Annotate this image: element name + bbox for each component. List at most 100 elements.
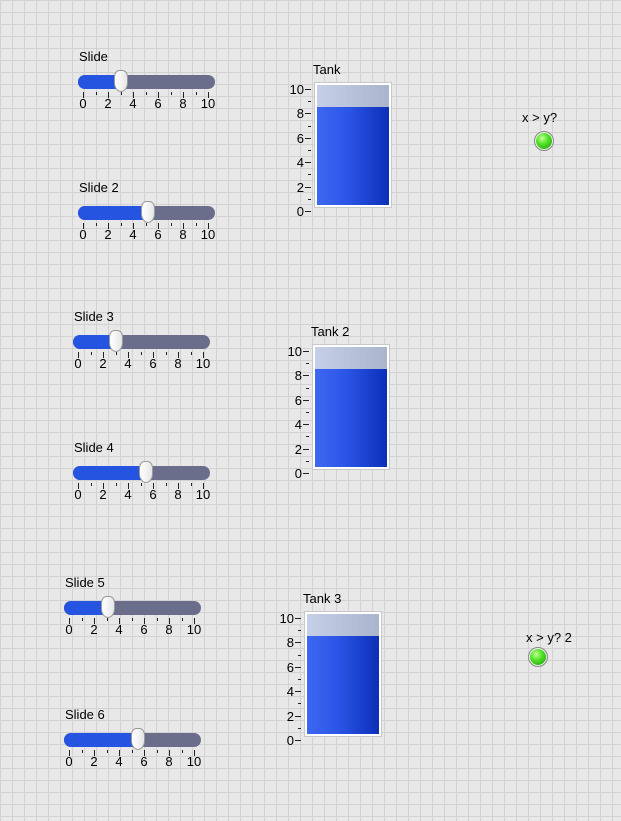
slider-6[interactable]: 0 2 4 6 8 10 xyxy=(64,728,204,768)
slider-thumb[interactable] xyxy=(141,201,155,223)
tank-scale-label: 8 xyxy=(294,368,302,384)
slider-tick xyxy=(78,483,79,489)
slider-scale-label: 2 xyxy=(104,96,112,111)
slider-scale-label: 10 xyxy=(200,96,216,111)
slider-scale-label: 4 xyxy=(115,754,123,769)
slider-4-label: Slide 4 xyxy=(74,440,114,455)
slider-tick xyxy=(83,223,84,229)
tank-scale-label: 4 xyxy=(296,155,304,171)
slider-tick xyxy=(90,483,92,486)
slider-tick xyxy=(106,750,108,753)
slider-scale-label: 10 xyxy=(195,487,211,502)
tank-minor-tick xyxy=(308,125,311,127)
slider-4[interactable]: 0 2 4 6 8 10 xyxy=(73,461,213,501)
slider-tick xyxy=(106,618,108,621)
slider-5-label: Slide 5 xyxy=(65,575,105,590)
slider-scale-label: 0 xyxy=(74,487,82,502)
tank-minor-tick xyxy=(306,387,309,389)
slider-tick xyxy=(183,223,184,229)
tank-tick xyxy=(303,375,309,377)
slider-scale-label: 8 xyxy=(165,622,173,637)
slider-3[interactable]: 0 2 4 6 8 10 xyxy=(73,330,213,370)
slider-tick xyxy=(178,483,179,489)
slider-thumb[interactable] xyxy=(138,461,153,483)
tank-tick xyxy=(305,162,311,164)
slider-tick xyxy=(158,92,159,98)
slider-tick xyxy=(94,618,95,624)
tank-3: Tank 3 10 8 6 4 2 0 xyxy=(274,591,384,747)
slider-scale-label: 4 xyxy=(124,356,132,371)
tank-tick xyxy=(295,691,301,693)
slider-tick xyxy=(81,750,83,753)
slider-scale: 0 2 4 6 8 10 xyxy=(79,223,215,242)
slider-scale-label: 10 xyxy=(186,754,202,769)
slider-scale-label: 4 xyxy=(129,227,137,242)
slider-tick xyxy=(119,750,120,756)
slider-tick xyxy=(131,618,133,621)
slider-thumb[interactable] xyxy=(113,70,128,92)
slider-scale: 0 2 4 6 8 10 xyxy=(65,618,201,637)
slider-tick xyxy=(178,352,179,358)
tank-title: Tank 3 xyxy=(303,591,342,606)
tank-scale-label: 10 xyxy=(287,344,302,359)
slider-tick xyxy=(95,92,97,95)
slider-thumb[interactable] xyxy=(130,728,145,750)
slider-tick xyxy=(115,352,117,355)
slider-scale-label: 10 xyxy=(195,356,211,371)
slider-tick xyxy=(69,750,70,756)
slider-5[interactable]: 0 2 4 6 8 10 xyxy=(64,596,204,636)
slider-2[interactable]: 0 2 4 6 8 10 xyxy=(78,201,218,241)
slider-tick xyxy=(165,352,167,355)
tank-tick xyxy=(303,351,309,352)
tank-vessel xyxy=(314,82,392,208)
tank-scale-label: 6 xyxy=(286,659,294,675)
slider-scale-label: 0 xyxy=(65,622,73,637)
tank-minor-tick xyxy=(308,174,311,176)
tank-minor-tick xyxy=(298,727,301,729)
slider-scale-label: 2 xyxy=(90,622,98,637)
slider-tick xyxy=(181,618,183,621)
slider-tick xyxy=(144,618,145,624)
tank-2: Tank 2 10 8 6 4 2 0 xyxy=(282,324,392,480)
tank-vessel xyxy=(304,611,382,737)
slider-fill xyxy=(78,206,148,220)
slider-tick xyxy=(119,618,120,624)
indicator-2-label: x > y? 2 xyxy=(526,630,572,645)
slider-tick xyxy=(108,223,109,229)
slider-scale-label: 6 xyxy=(140,622,148,637)
tank-tick xyxy=(295,642,301,644)
tank-scale-label: 0 xyxy=(296,204,304,219)
slider-scale-label: 2 xyxy=(90,754,98,769)
slider-tick xyxy=(108,92,109,98)
tank-axis: 10 8 6 4 2 0 xyxy=(274,609,304,747)
slider-tick xyxy=(153,483,154,489)
tank-scale-label: 0 xyxy=(294,466,302,481)
tank-tick xyxy=(303,424,309,426)
tank-minor-tick xyxy=(298,703,301,705)
slider-tick xyxy=(203,352,204,358)
slider-tick xyxy=(190,483,192,486)
slider-scale: 0 2 4 6 8 10 xyxy=(74,352,210,371)
slider-tick xyxy=(78,352,79,358)
tank-minor-tick xyxy=(298,654,301,656)
slider-tick xyxy=(208,92,209,98)
indicator-1-label: x > y? xyxy=(522,110,558,125)
slider-1[interactable]: 0 2 4 6 8 10 xyxy=(78,70,218,110)
tank-1: Tank 10 8 6 4 2 0 xyxy=(284,62,394,218)
slider-fill xyxy=(73,466,146,480)
tank-scale-label: 6 xyxy=(294,392,302,408)
slider-scale-label: 4 xyxy=(115,622,123,637)
tank-minor-tick xyxy=(306,436,309,438)
slider-scale-label: 8 xyxy=(179,227,187,242)
slider-fill xyxy=(64,733,138,747)
slider-thumb[interactable] xyxy=(100,596,115,618)
tank-liquid xyxy=(307,636,379,734)
slider-thumb[interactable] xyxy=(108,330,123,352)
tank-minor-tick xyxy=(306,460,309,462)
slider-scale-label: 8 xyxy=(165,754,173,769)
tank-title: Tank xyxy=(313,62,341,77)
tank-scale-label: 2 xyxy=(286,708,294,724)
slider-scale-label: 6 xyxy=(154,96,162,111)
slider-tick xyxy=(133,92,134,98)
tank-scale-label: 10 xyxy=(289,82,304,97)
